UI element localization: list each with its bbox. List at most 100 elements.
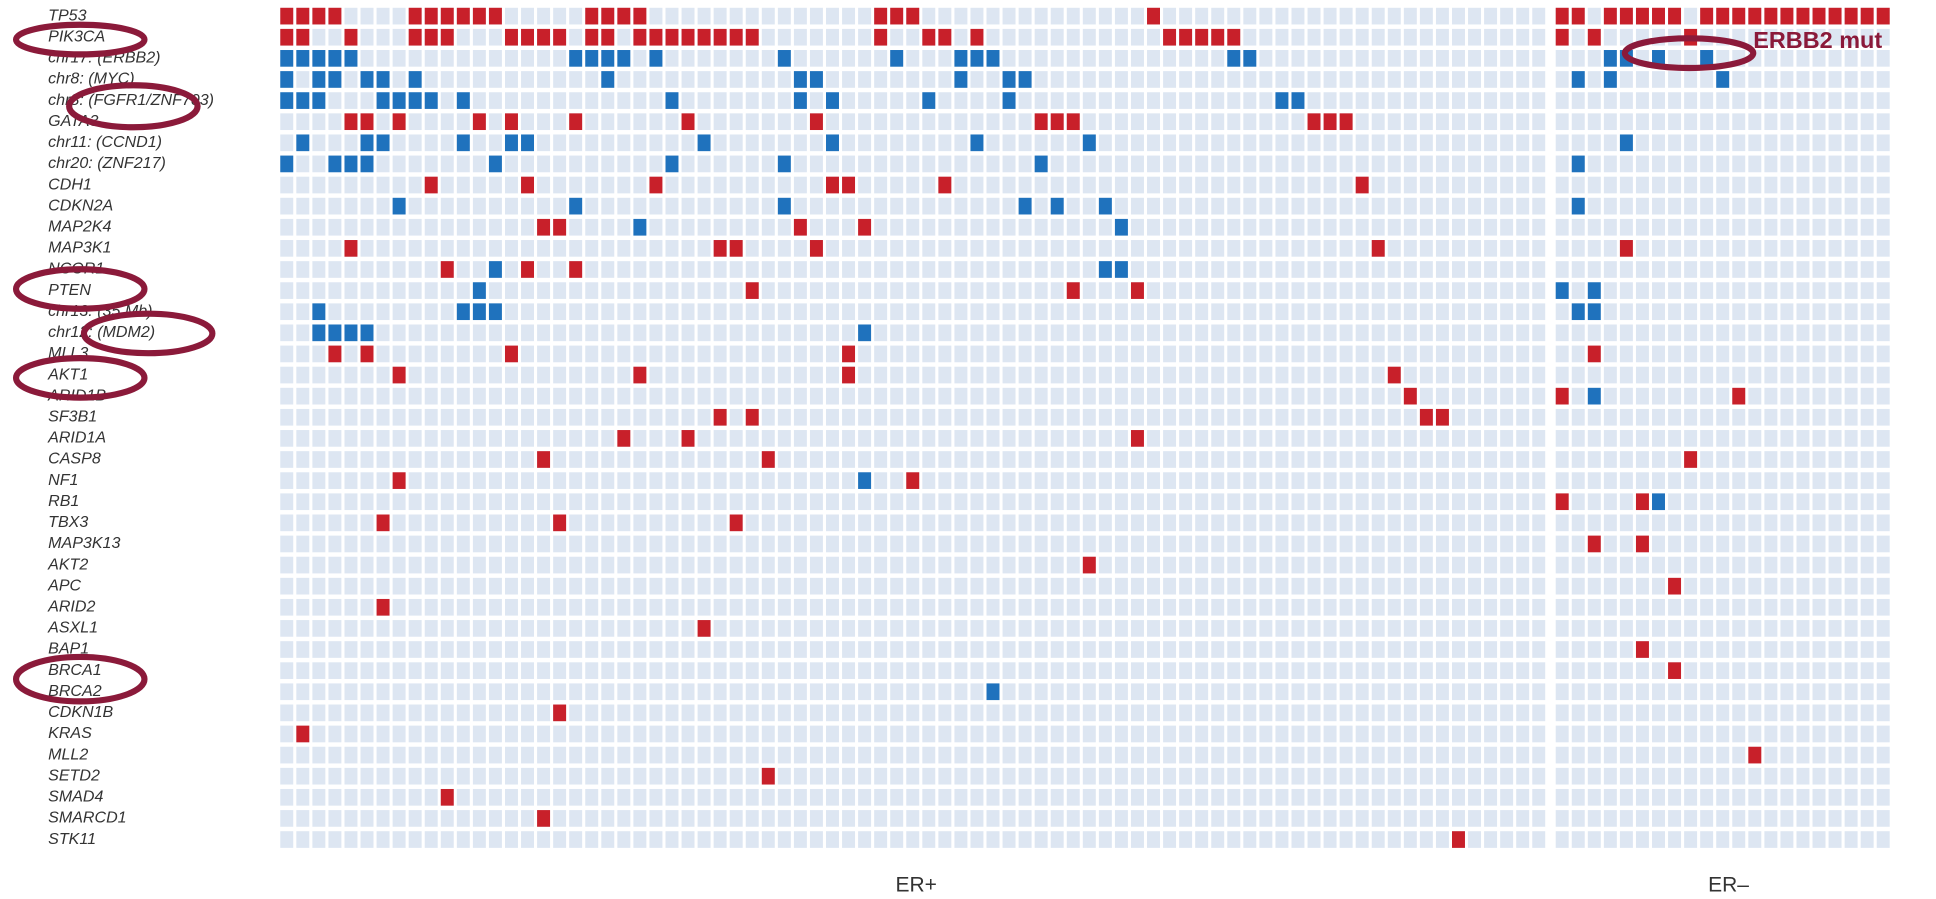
empty-cell: [1876, 451, 1890, 468]
empty-cell: [1812, 810, 1826, 827]
empty-cell: [1355, 451, 1369, 468]
empty-cell: [585, 366, 599, 384]
copy-number-cell: [922, 92, 936, 109]
empty-cell: [713, 767, 727, 785]
empty-cell: [1635, 282, 1649, 299]
empty-cell: [777, 7, 791, 25]
empty-cell: [392, 788, 406, 806]
empty-cell: [1403, 324, 1417, 342]
empty-cell: [1034, 810, 1048, 827]
empty-cell: [954, 324, 968, 342]
empty-cell: [1732, 134, 1746, 152]
empty-cell: [906, 535, 920, 553]
empty-cell: [1796, 324, 1810, 342]
empty-cell: [472, 92, 486, 109]
empty-cell: [1780, 430, 1794, 447]
empty-cell: [1403, 514, 1417, 532]
mutation-cell: [713, 28, 727, 46]
empty-cell: [906, 155, 920, 173]
empty-cell: [1732, 324, 1746, 342]
empty-cell: [1571, 28, 1585, 46]
empty-cell: [1619, 28, 1633, 46]
empty-cell: [1275, 261, 1289, 278]
empty-cell: [1018, 176, 1032, 194]
row-label: KRAS: [48, 724, 92, 742]
empty-cell: [1195, 366, 1209, 384]
empty-cell: [360, 387, 374, 405]
empty-cell: [1163, 451, 1177, 468]
empty-cell: [312, 218, 326, 236]
empty-cell: [1018, 134, 1032, 152]
empty-cell: [569, 7, 583, 25]
empty-cell: [280, 261, 294, 278]
empty-cell: [1635, 345, 1649, 363]
empty-cell: [1764, 620, 1778, 637]
empty-cell: [312, 387, 326, 405]
empty-cell: [1419, 788, 1433, 806]
empty-cell: [1195, 810, 1209, 827]
empty-cell: [1876, 556, 1890, 574]
empty-cell: [761, 197, 775, 215]
empty-cell: [1002, 113, 1016, 131]
copy-number-cell: [1587, 303, 1601, 321]
empty-cell: [1828, 366, 1842, 384]
empty-cell: [360, 197, 374, 215]
empty-cell: [1098, 387, 1112, 405]
copy-number-cell: [617, 50, 631, 67]
empty-cell: [970, 810, 984, 827]
empty-cell: [1516, 50, 1530, 67]
empty-cell: [1307, 218, 1321, 236]
empty-cell: [1684, 556, 1698, 574]
empty-cell: [1716, 767, 1730, 785]
empty-cell: [1355, 261, 1369, 278]
empty-cell: [1034, 408, 1048, 426]
empty-cell: [408, 767, 422, 785]
empty-cell: [617, 71, 631, 88]
empty-cell: [408, 746, 422, 764]
empty-cell: [1571, 810, 1585, 827]
empty-cell: [1130, 493, 1144, 511]
empty-cell: [521, 493, 535, 511]
empty-cell: [1635, 155, 1649, 173]
empty-cell: [954, 240, 968, 257]
empty-cell: [1275, 197, 1289, 215]
empty-cell: [456, 197, 470, 215]
empty-cell: [521, 113, 535, 131]
empty-cell: [1307, 50, 1321, 67]
empty-cell: [1844, 282, 1858, 299]
empty-cell: [938, 831, 952, 848]
empty-cell: [1571, 683, 1585, 701]
copy-number-cell: [1114, 261, 1128, 278]
empty-cell: [472, 472, 486, 489]
empty-cell: [1844, 113, 1858, 131]
empty-cell: [440, 641, 454, 658]
empty-cell: [906, 92, 920, 109]
mutation-cell: [1195, 28, 1209, 46]
copy-number-cell: [601, 50, 615, 67]
empty-cell: [1684, 810, 1698, 827]
empty-cell: [1635, 598, 1649, 616]
empty-cell: [697, 261, 711, 278]
empty-cell: [617, 746, 631, 764]
mutation-cell: [553, 218, 567, 236]
empty-cell: [1500, 282, 1514, 299]
empty-cell: [809, 261, 823, 278]
empty-cell: [1468, 810, 1482, 827]
empty-cell: [986, 577, 1000, 595]
empty-cell: [954, 577, 968, 595]
empty-cell: [537, 598, 551, 616]
empty-cell: [1275, 345, 1289, 363]
empty-cell: [1468, 408, 1482, 426]
empty-cell: [296, 408, 310, 426]
empty-cell: [1571, 535, 1585, 553]
empty-cell: [761, 176, 775, 194]
empty-cell: [1323, 598, 1337, 616]
empty-cell: [713, 620, 727, 637]
empty-cell: [1587, 92, 1601, 109]
empty-cell: [1796, 746, 1810, 764]
copy-number-cell: [521, 134, 535, 152]
empty-cell: [280, 113, 294, 131]
empty-cell: [1571, 641, 1585, 658]
empty-cell: [1371, 387, 1385, 405]
empty-cell: [1484, 535, 1498, 553]
